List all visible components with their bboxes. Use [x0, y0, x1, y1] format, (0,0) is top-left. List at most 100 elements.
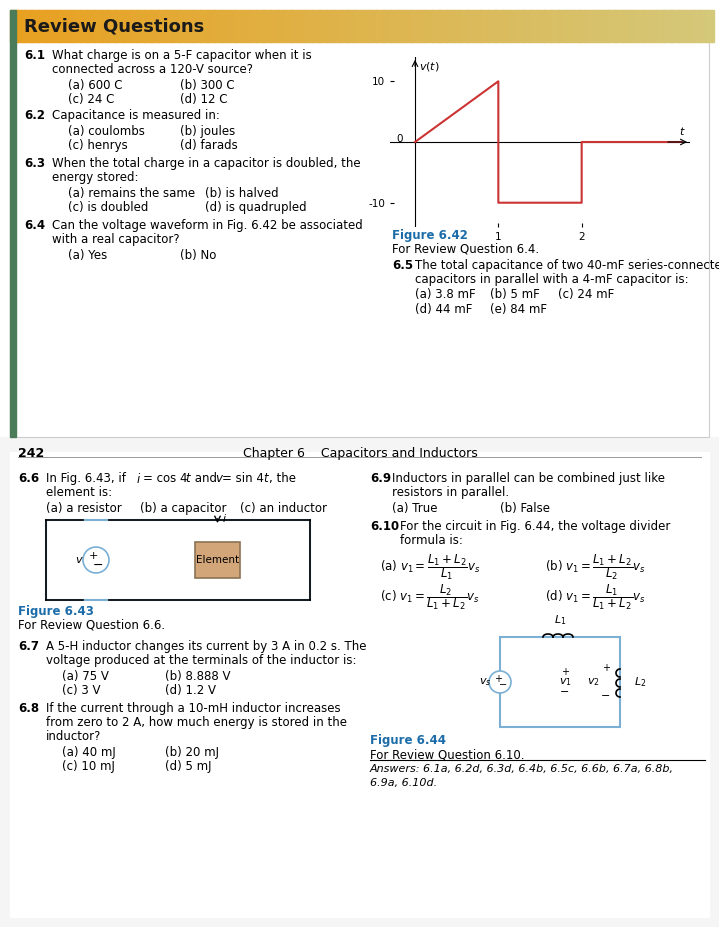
Text: $t$: $t$	[185, 472, 192, 485]
Text: 6.10: 6.10	[370, 520, 399, 533]
Text: (b) 8.888 V: (b) 8.888 V	[165, 670, 231, 683]
Bar	[565, 10, 573, 42]
Text: Figure 6.42: Figure 6.42	[392, 229, 468, 242]
Bar	[656, 10, 665, 42]
Text: +: +	[88, 551, 98, 561]
Text: (c) $v_1 = \dfrac{L_2}{L_1 + L_2}v_s$: (c) $v_1 = \dfrac{L_2}{L_1 + L_2}v_s$	[380, 582, 480, 612]
Text: Answers: 6.1a, 6.2d, 6.3d, 6.4b, 6.5c, 6.6b, 6.7a, 6.8b,: Answers: 6.1a, 6.2d, 6.3d, 6.4b, 6.5c, 6…	[370, 764, 674, 774]
Bar	[643, 10, 651, 42]
Bar	[699, 10, 707, 42]
Bar	[502, 10, 510, 42]
Text: (d) $v_1 = \dfrac{L_1}{L_1 + L_2}v_s$: (d) $v_1 = \dfrac{L_1}{L_1 + L_2}v_s$	[545, 582, 646, 612]
Bar	[418, 10, 426, 42]
Bar	[10, 452, 709, 917]
Bar	[157, 10, 165, 42]
Bar	[334, 10, 342, 42]
Bar	[474, 10, 482, 42]
Bar	[664, 10, 672, 42]
Text: (a) 75 V: (a) 75 V	[62, 670, 109, 683]
Text: 6.7: 6.7	[18, 640, 39, 653]
Text: (d) 44 mF: (d) 44 mF	[415, 303, 472, 316]
Text: When the total charge in a capacitor is doubled, the: When the total charge in a capacitor is …	[52, 157, 361, 170]
Bar	[256, 10, 264, 42]
Bar	[495, 10, 503, 42]
Text: (b) joules: (b) joules	[180, 125, 235, 138]
Text: and: and	[191, 472, 221, 485]
Text: capacitors in parallel with a 4-mF capacitor is:: capacitors in parallel with a 4-mF capac…	[415, 273, 689, 286]
Circle shape	[83, 547, 109, 573]
Text: $v_s$: $v_s$	[479, 676, 491, 688]
Bar	[165, 10, 173, 42]
Text: What charge is on a 5-F capacitor when it is: What charge is on a 5-F capacitor when i…	[52, 49, 312, 62]
Text: $t$: $t$	[679, 125, 686, 137]
Bar	[193, 10, 201, 42]
Text: For Review Question 6.10.: For Review Question 6.10.	[370, 748, 524, 761]
Text: The total capacitance of two 40-mF series-connected: The total capacitance of two 40-mF serie…	[415, 259, 719, 272]
Bar	[200, 10, 208, 42]
Bar	[706, 10, 714, 42]
Text: 6.4: 6.4	[24, 219, 45, 232]
Bar	[628, 10, 636, 42]
Text: 6.8: 6.8	[18, 702, 39, 715]
Bar	[383, 10, 390, 42]
Bar	[195, 542, 240, 578]
Text: (b) No: (b) No	[180, 249, 216, 262]
Bar	[129, 10, 137, 42]
Text: For Review Question 6.6.: For Review Question 6.6.	[18, 618, 165, 631]
Text: resistors in parallel.: resistors in parallel.	[392, 486, 509, 499]
Text: −: −	[560, 687, 569, 697]
Text: Inductors in parallel can be combined just like: Inductors in parallel can be combined ju…	[392, 472, 665, 485]
Text: 6.9a, 6.10d.: 6.9a, 6.10d.	[370, 778, 437, 788]
Text: voltage produced at the terminals of the inductor is:: voltage produced at the terminals of the…	[46, 654, 357, 667]
Bar	[306, 10, 313, 42]
Text: 6.3: 6.3	[24, 157, 45, 170]
Text: 6.5: 6.5	[392, 259, 413, 272]
Bar	[109, 10, 116, 42]
Circle shape	[489, 671, 511, 693]
Text: If the current through a 10-mH inductor increases: If the current through a 10-mH inductor …	[46, 702, 341, 715]
Bar	[523, 10, 531, 42]
Text: (c) 24 C: (c) 24 C	[68, 93, 114, 106]
Bar	[425, 10, 433, 42]
Text: connected across a 120-V source?: connected across a 120-V source?	[52, 63, 253, 76]
Bar	[179, 10, 187, 42]
Text: (b) False: (b) False	[500, 502, 550, 515]
Bar	[509, 10, 517, 42]
Text: Capacitance is measured in:: Capacitance is measured in:	[52, 109, 220, 122]
Bar	[52, 10, 60, 42]
Text: For the circuit in Fig. 6.44, the voltage divider: For the circuit in Fig. 6.44, the voltag…	[400, 520, 670, 533]
Bar	[481, 10, 489, 42]
Bar	[362, 10, 370, 42]
Bar	[186, 10, 194, 42]
Text: 0: 0	[396, 134, 403, 144]
Text: , the: , the	[269, 472, 296, 485]
Bar	[530, 10, 539, 42]
Bar	[403, 10, 412, 42]
Text: (a) remains the same: (a) remains the same	[68, 187, 195, 200]
Bar	[94, 10, 102, 42]
Text: (a) coulombs: (a) coulombs	[68, 125, 145, 138]
Bar	[340, 10, 349, 42]
Bar	[354, 10, 362, 42]
Bar	[73, 10, 81, 42]
Text: Figure 6.43: Figure 6.43	[18, 605, 94, 618]
Text: 6.9: 6.9	[370, 472, 391, 485]
Text: (d) 5 mJ: (d) 5 mJ	[165, 760, 211, 773]
Bar	[46, 520, 310, 600]
Text: In Fig. 6.43, if: In Fig. 6.43, if	[46, 472, 129, 485]
Text: (b) a capacitor: (b) a capacitor	[140, 502, 226, 515]
Text: (e) 84 mF: (e) 84 mF	[490, 303, 547, 316]
Bar	[559, 10, 567, 42]
Text: = sin 4: = sin 4	[222, 472, 264, 485]
Text: 6.6: 6.6	[18, 472, 39, 485]
Bar	[347, 10, 355, 42]
Bar	[263, 10, 271, 42]
Bar	[615, 10, 623, 42]
Text: energy stored:: energy stored:	[52, 171, 139, 184]
Bar	[31, 10, 39, 42]
Text: formula is:: formula is:	[400, 534, 463, 547]
Text: (d) farads: (d) farads	[180, 139, 238, 152]
Bar	[636, 10, 644, 42]
Bar	[572, 10, 580, 42]
Bar	[326, 10, 334, 42]
